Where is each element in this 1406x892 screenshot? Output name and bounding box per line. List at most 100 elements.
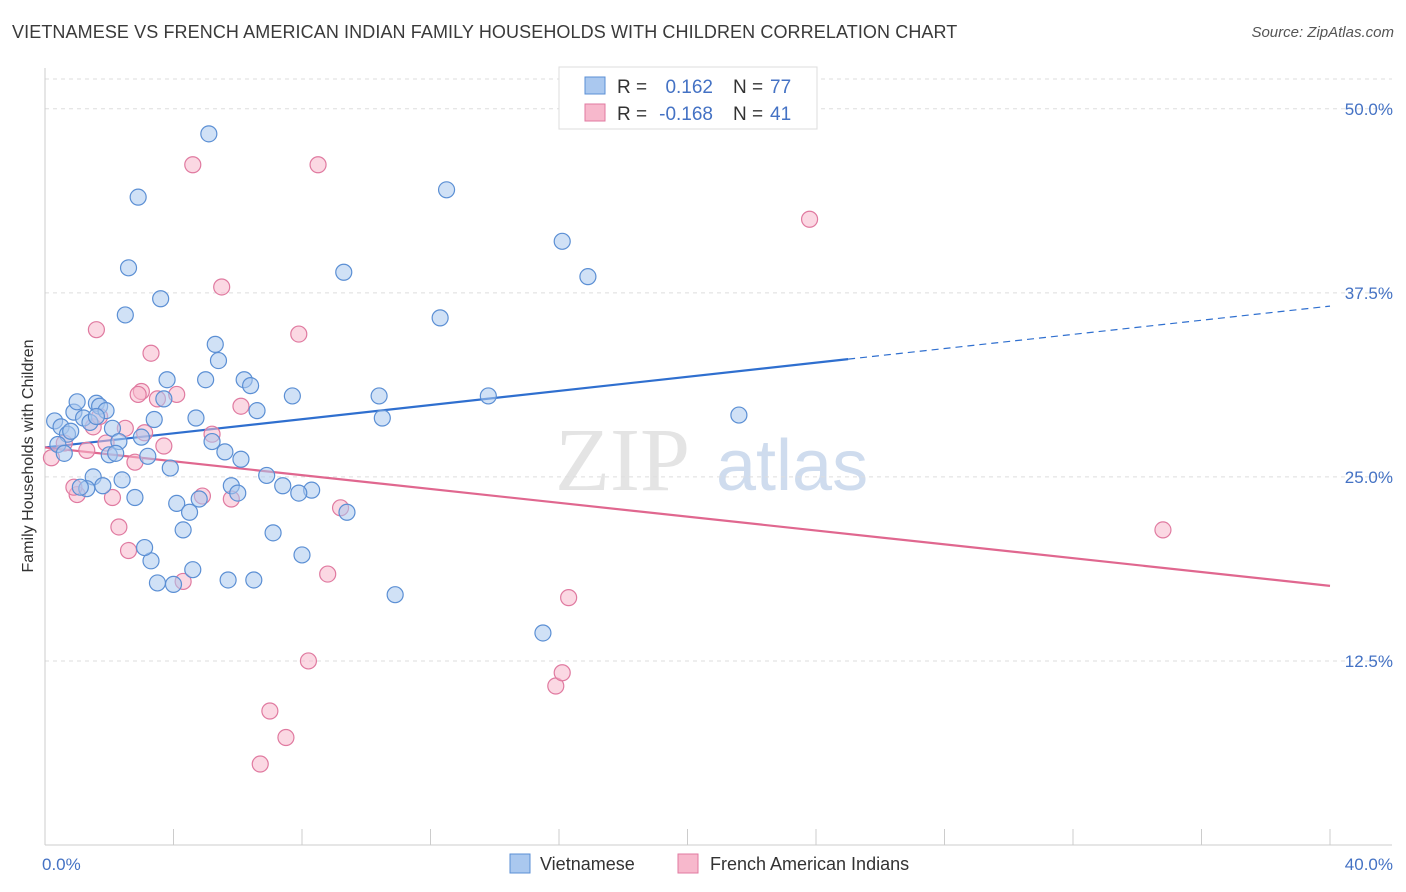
point-vietnamese (245, 571, 263, 589)
point-french-american-indians (142, 344, 160, 362)
point-vietnamese (264, 524, 282, 542)
point-vietnamese (335, 263, 353, 281)
point-vietnamese (135, 538, 154, 557)
point-vietnamese (232, 450, 250, 468)
point-french-american-indians (232, 397, 250, 415)
point-vietnamese (68, 393, 86, 411)
point-vietnamese (338, 503, 356, 521)
trend-line-french-american-indians (44, 446, 1331, 587)
point-vietnamese (62, 422, 80, 440)
point-vietnamese (155, 390, 173, 408)
point-vietnamese (87, 407, 106, 426)
point-vietnamese (386, 586, 404, 604)
point-vietnamese (132, 428, 150, 446)
point-french-american-indians (290, 325, 308, 343)
point-vietnamese (219, 571, 237, 589)
point-vietnamese (158, 371, 176, 389)
point-french-american-indians (155, 437, 173, 455)
point-vietnamese (242, 377, 260, 395)
point-french-american-indians (553, 664, 571, 682)
grid-lines (45, 78, 1392, 662)
point-vietnamese (152, 290, 170, 308)
series-legend-swatch-french (677, 853, 699, 874)
point-vietnamese (116, 306, 134, 324)
point-vietnamese (145, 410, 163, 429)
point-vietnamese (370, 387, 388, 405)
watermark: ZIP atlas (555, 411, 868, 510)
point-vietnamese (373, 409, 391, 427)
legend-n-label-1: N = (733, 77, 763, 98)
point-french-american-indians (251, 755, 269, 773)
legend-n-label-2: N = (733, 104, 763, 125)
trend-line-vietnamese-extension (848, 305, 1331, 360)
point-vietnamese (126, 488, 144, 507)
watermark-atlas: atlas (716, 426, 868, 506)
point-french-american-indians (1154, 521, 1172, 539)
point-vietnamese (248, 402, 266, 420)
legend-n-value-1: 77 (770, 77, 791, 98)
point-french-american-indians (800, 210, 819, 228)
point-french-american-indians (78, 441, 96, 460)
legend-r-label-1: R = (617, 77, 647, 98)
point-vietnamese (107, 444, 125, 462)
point-vietnamese (187, 409, 205, 427)
point-vietnamese (197, 371, 215, 389)
point-vietnamese (283, 387, 301, 405)
point-french-american-indians (261, 702, 279, 720)
point-vietnamese (94, 477, 112, 495)
point-vietnamese (216, 443, 234, 461)
point-vietnamese (113, 471, 131, 489)
point-vietnamese (190, 490, 208, 508)
point-french-american-indians (213, 278, 231, 296)
trend-line-vietnamese (44, 358, 849, 449)
point-vietnamese (290, 484, 308, 502)
y-tick-label: 12.5% (1345, 652, 1393, 671)
point-vietnamese (553, 232, 571, 250)
point-vietnamese (274, 477, 292, 495)
y-axis-title: Family Households with Children (20, 340, 37, 573)
trend-lines (44, 305, 1331, 587)
legend-r-value-2: -0.168 (659, 104, 713, 125)
point-vietnamese (161, 459, 179, 477)
point-french-american-indians (184, 156, 202, 174)
y-tick-label: 25.0% (1345, 468, 1393, 487)
series-legend-label-french: French American Indians (710, 854, 909, 874)
point-vietnamese (200, 125, 218, 143)
legend-n-value-2: 41 (770, 104, 791, 125)
point-vietnamese (579, 268, 597, 286)
point-french-american-indians (129, 385, 147, 404)
chart-title: VIETNAMESE VS FRENCH AMERICAN INDIAN FAM… (12, 22, 958, 42)
point-french-american-indians (309, 156, 327, 174)
point-french-american-indians (560, 589, 578, 607)
point-french-american-indians (110, 518, 128, 536)
point-vietnamese (174, 521, 192, 539)
point-french-american-indians (299, 652, 318, 670)
y-tick-label: 37.5% (1345, 284, 1393, 303)
series-legend-swatch-vietnamese (509, 853, 531, 874)
point-vietnamese (139, 447, 157, 465)
x-tick-label: 0.0% (42, 855, 81, 874)
point-vietnamese (209, 351, 228, 370)
point-vietnamese (258, 466, 276, 485)
point-vietnamese (479, 387, 497, 405)
stats-legend: R = 0.162 N = 77 R = -0.168 N = 41 (558, 66, 818, 130)
legend-r-value-1: 0.162 (665, 77, 713, 98)
legend-r-label-2: R = (617, 104, 647, 125)
point-french-american-indians (119, 541, 138, 560)
point-french-american-indians (277, 728, 295, 747)
point-vietnamese (148, 574, 167, 592)
tick-labels: 12.5% 25.0% 37.5% 50.0% 0.0% 40.0% (42, 100, 1393, 874)
point-vietnamese (293, 546, 311, 564)
point-vietnamese (431, 309, 449, 327)
point-vietnamese (180, 503, 199, 521)
point-vietnamese (55, 444, 73, 462)
point-vietnamese (71, 478, 89, 496)
point-vietnamese (437, 181, 456, 199)
point-french-american-indians (103, 488, 122, 507)
chart-source: Source: ZipAtlas.com (1251, 24, 1394, 41)
series-legend: Vietnamese French American Indians (509, 853, 909, 874)
watermark-zip: ZIP (555, 411, 690, 510)
point-vietnamese (229, 484, 247, 502)
legend-swatch-blue (584, 76, 606, 95)
point-vietnamese (119, 259, 138, 277)
